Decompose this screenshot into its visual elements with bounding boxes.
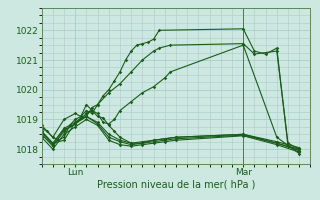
- X-axis label: Pression niveau de la mer( hPa ): Pression niveau de la mer( hPa ): [97, 180, 255, 190]
